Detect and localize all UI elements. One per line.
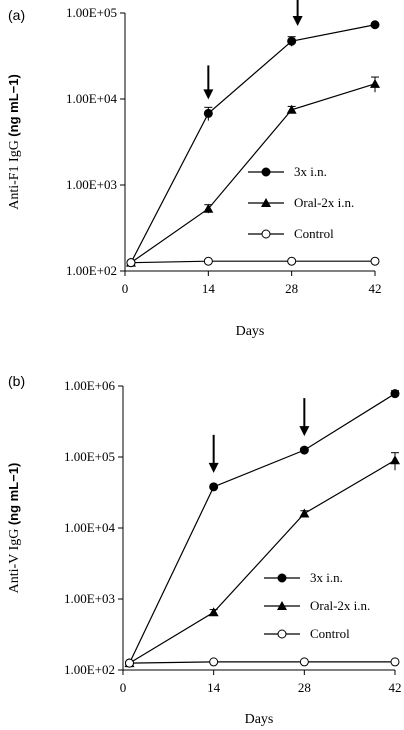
y-tick-label: 1.00E+06	[64, 378, 116, 393]
series-line	[130, 260, 375, 264]
y-tick-label: 1.00E+05	[64, 449, 115, 464]
data-point	[203, 256, 213, 266]
data-point	[299, 508, 310, 518]
data-point	[287, 256, 297, 266]
data-point	[390, 389, 400, 399]
series-filled-circle	[124, 389, 400, 668]
series-open-circle	[126, 256, 380, 268]
legend-item: 3x i.n.	[248, 164, 327, 179]
x-tick-label: 28	[298, 680, 311, 695]
data-point	[126, 258, 136, 268]
legend-item: Control	[264, 626, 350, 641]
data-point	[209, 657, 219, 667]
x-tick-label: 0	[122, 281, 129, 296]
series-line	[128, 393, 396, 664]
y-tick-label: 1.00E+04	[66, 91, 118, 106]
data-point	[203, 108, 213, 118]
series-line	[129, 459, 396, 664]
legend-label: Oral-2x i.n.	[310, 598, 370, 613]
legend-marker	[261, 198, 271, 207]
y-axis-title: Anti-F1 IgG (ng mL−1)	[6, 74, 22, 210]
y-axis-title-unit: (ng mL−1)	[6, 463, 21, 525]
legend-label: 3x i.n.	[294, 164, 327, 179]
x-tick-label: 0	[120, 680, 127, 695]
x-axis-title: Days	[245, 712, 274, 727]
data-point	[124, 658, 134, 668]
x-tick-label: 14	[207, 680, 221, 695]
arrow-down-icon	[208, 434, 219, 473]
panel-b: (b) 1.00E+02 1.00E+03 1.00E+04 1.00E+05 1.00E…	[6, 373, 402, 727]
data-point	[209, 482, 219, 492]
legend: 3x i.n. Oral-2x i.n. Control	[264, 570, 370, 641]
arrow-down-icon	[203, 65, 214, 100]
panel-a: (a) 1.00E+02 1.00E+03 1.00E+04 1.00E+05 0 14 28…	[6, 0, 382, 339]
y-axis-title-quantity: Anti-F1 IgG	[7, 137, 22, 210]
series-filled-circle	[126, 20, 380, 268]
series-line	[129, 661, 395, 664]
series-filled-triangle	[124, 452, 400, 668]
y-tick-label: 1.00E+03	[64, 591, 115, 606]
y-tick-label: 1.00E+02	[66, 263, 117, 278]
data-point	[208, 607, 219, 617]
series-line	[130, 83, 376, 264]
y-tick-label: 1.00E+03	[66, 177, 117, 192]
legend-item: Oral-2x i.n.	[248, 195, 354, 210]
data-point	[370, 256, 380, 266]
data-point	[390, 455, 400, 465]
legend-marker	[261, 167, 271, 177]
series-line	[130, 24, 376, 263]
x-axis-title: Days	[236, 324, 265, 339]
x-tick-label: 42	[389, 680, 402, 695]
data-point	[370, 20, 380, 30]
data-point	[299, 657, 309, 667]
legend-item: Oral-2x i.n.	[264, 598, 370, 613]
legend-label: Control	[294, 226, 334, 241]
legend-item: Control	[248, 226, 334, 241]
data-point	[286, 104, 297, 114]
y-axis-title: Anti-V IgG (ng mL−1)	[6, 463, 22, 594]
data-point	[299, 445, 309, 455]
y-tick-label: 1.00E+04	[64, 520, 116, 535]
legend-label: Oral-2x i.n.	[294, 195, 354, 210]
arrow-down-icon	[299, 398, 310, 437]
x-tick-label: 14	[202, 281, 216, 296]
legend-marker	[277, 629, 287, 639]
legend-marker	[277, 573, 287, 583]
y-tick-label: 1.00E+02	[64, 662, 115, 677]
legend-marker	[261, 229, 271, 239]
series-open-circle	[124, 657, 400, 668]
data-point	[390, 657, 400, 667]
y-axis-title-unit: (ng mL−1)	[6, 74, 21, 136]
data-point	[287, 36, 297, 46]
legend-label: 3x i.n.	[310, 570, 343, 585]
y-tick-label: 1.00E+05	[66, 5, 117, 20]
data-point	[370, 78, 380, 88]
legend-label: Control	[310, 626, 350, 641]
panel-label: (a)	[8, 7, 25, 23]
x-tick-label: 28	[285, 281, 298, 296]
legend: 3x i.n. Oral-2x i.n. Control	[248, 164, 354, 241]
legend-marker	[277, 601, 287, 610]
legend-item: 3x i.n.	[264, 570, 343, 585]
data-point	[203, 203, 214, 213]
x-tick-label: 42	[369, 281, 382, 296]
y-axis-title-quantity: Anti-V IgG	[7, 525, 22, 593]
arrow-down-icon	[292, 0, 303, 27]
panel-label: (b)	[8, 373, 25, 389]
